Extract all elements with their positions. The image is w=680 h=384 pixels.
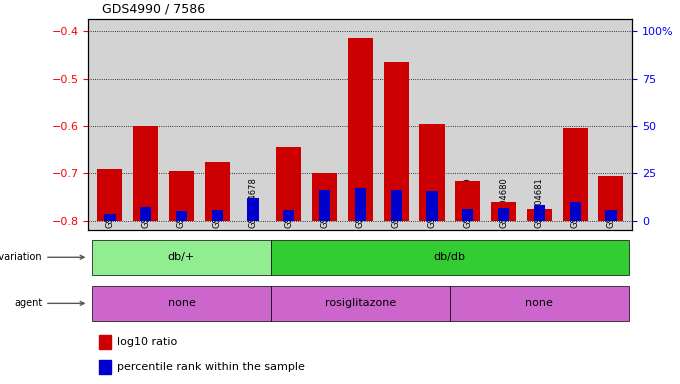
Text: rosiglitazone: rosiglitazone bbox=[325, 298, 396, 308]
Bar bbox=[99, 335, 112, 349]
Bar bbox=[92, 240, 271, 275]
Bar bbox=[348, 38, 373, 221]
Bar bbox=[426, 190, 438, 221]
Text: none: none bbox=[526, 298, 554, 308]
Bar bbox=[455, 180, 480, 221]
Bar bbox=[355, 188, 366, 221]
Bar bbox=[104, 214, 116, 221]
Bar bbox=[491, 202, 516, 221]
Text: agent: agent bbox=[14, 298, 84, 308]
Bar bbox=[140, 207, 151, 221]
Bar bbox=[271, 240, 629, 275]
Text: GDS4990 / 7586: GDS4990 / 7586 bbox=[102, 2, 205, 15]
Bar bbox=[205, 162, 230, 221]
Bar bbox=[312, 174, 337, 221]
Bar bbox=[176, 212, 187, 221]
Bar bbox=[462, 209, 473, 221]
Bar bbox=[271, 286, 450, 321]
Text: none: none bbox=[167, 298, 195, 308]
Bar bbox=[534, 205, 545, 221]
Bar bbox=[450, 286, 629, 321]
Bar bbox=[527, 209, 552, 221]
Bar bbox=[99, 360, 112, 374]
Text: db/db: db/db bbox=[434, 252, 466, 262]
Bar bbox=[390, 190, 402, 221]
Text: percentile rank within the sample: percentile rank within the sample bbox=[117, 362, 305, 372]
Bar bbox=[211, 210, 223, 221]
Text: genotype/variation: genotype/variation bbox=[0, 252, 84, 262]
Bar bbox=[133, 126, 158, 221]
Bar bbox=[570, 202, 581, 221]
Bar bbox=[283, 210, 294, 221]
Bar bbox=[276, 147, 301, 221]
Bar bbox=[598, 176, 624, 221]
Bar bbox=[562, 128, 588, 221]
Bar bbox=[384, 62, 409, 221]
Bar bbox=[319, 190, 330, 221]
Text: db/+: db/+ bbox=[168, 252, 195, 262]
Bar bbox=[97, 169, 122, 221]
Bar bbox=[420, 124, 445, 221]
Text: log10 ratio: log10 ratio bbox=[117, 337, 177, 347]
Bar bbox=[92, 286, 271, 321]
Bar bbox=[605, 210, 617, 221]
Bar bbox=[169, 171, 194, 221]
Bar bbox=[498, 208, 509, 221]
Bar bbox=[248, 198, 258, 221]
